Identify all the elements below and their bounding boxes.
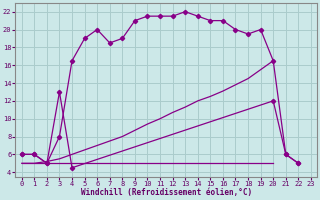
X-axis label: Windchill (Refroidissement éolien,°C): Windchill (Refroidissement éolien,°C) [81,188,252,197]
